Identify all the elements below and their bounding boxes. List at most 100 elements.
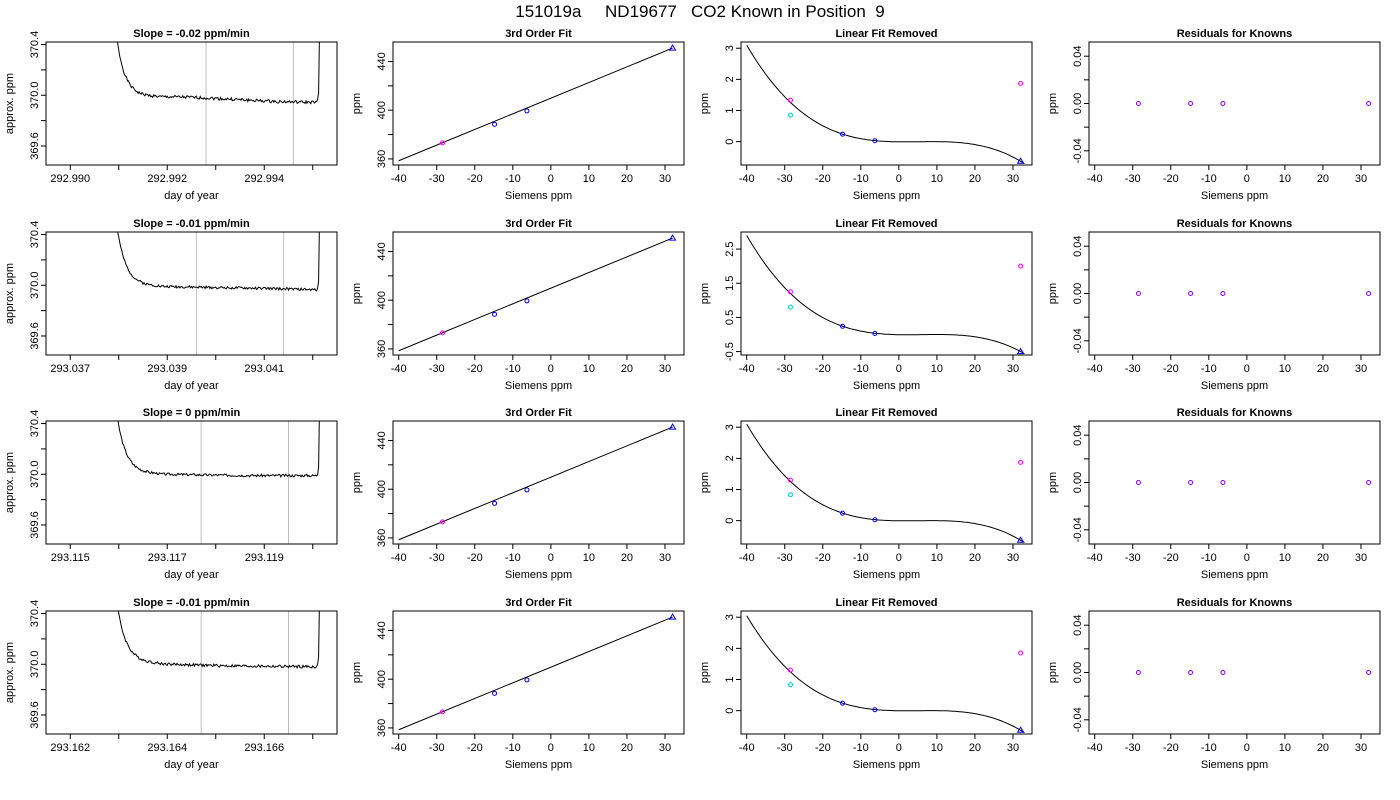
- panel-title: Slope = -0.01 ppm/min: [133, 597, 250, 609]
- data-point: [524, 298, 530, 304]
- y-tick-label: 3: [724, 424, 736, 430]
- data-point: [668, 234, 677, 241]
- fit-curve: [746, 235, 1025, 355]
- x-tick-label: -10: [853, 173, 869, 185]
- data-point: [872, 517, 878, 523]
- y-tick-label: 400: [376, 101, 388, 119]
- x-tick-label: 293.166: [244, 742, 284, 754]
- plot-frame: [1088, 41, 1381, 166]
- x-tick-label: 20: [621, 742, 633, 754]
- x-tick-label: -10: [1201, 363, 1217, 375]
- x-tick-label: -20: [467, 173, 483, 185]
- data-point: [439, 140, 445, 146]
- data-point: [787, 304, 793, 310]
- data-point: [1016, 726, 1025, 733]
- x-tick-label: 292.990: [50, 173, 90, 185]
- panel-title: Residuals for Knowns: [1177, 407, 1293, 419]
- data-point: [524, 108, 530, 114]
- x-tick-label: -40: [739, 173, 755, 185]
- x-axis-label: Siemens ppm: [853, 190, 920, 202]
- data-point: [439, 330, 445, 336]
- x-tick-label: 20: [1317, 552, 1329, 564]
- x-tick-label: 293.164: [147, 742, 187, 754]
- plot-frame: [392, 420, 685, 545]
- data-point: [492, 311, 498, 317]
- x-tick-label: 293.162: [50, 742, 90, 754]
- x-tick-label: 10: [583, 742, 595, 754]
- x-tick-label: -20: [815, 363, 831, 375]
- x-tick-label: -20: [467, 742, 483, 754]
- plot-frame: [45, 610, 338, 735]
- x-axis-label: Siemens ppm: [505, 569, 572, 581]
- y-tick-label: 3: [724, 45, 736, 51]
- x-tick-label: -30: [1125, 173, 1141, 185]
- y-tick-label: 360: [376, 719, 388, 737]
- x-tick-label: -30: [1125, 552, 1141, 564]
- x-tick-label: -20: [815, 552, 831, 564]
- x-axis-label: day of year: [164, 759, 219, 771]
- plot-frame: [740, 41, 1033, 166]
- y-tick-label: 440: [376, 621, 388, 639]
- plot-area: [117, 232, 320, 355]
- x-tick-label: -10: [505, 363, 521, 375]
- x-axis-label: Siemens ppm: [853, 380, 920, 392]
- data-point: [1366, 291, 1372, 296]
- data-point: [787, 682, 793, 688]
- x-tick-label: 20: [621, 363, 633, 375]
- x-tick-label: 20: [621, 552, 633, 564]
- y-tick-label: 0.04: [1072, 235, 1084, 256]
- panel-2-2: Linear Fit Removed -40 -30 -20 -10 0 10 20 30 0 1 2…: [699, 407, 1033, 581]
- panel-1-0: Slope = -0.01 ppm/min 293.037 293.039 293.0…: [4, 218, 338, 392]
- plot-area: [117, 611, 320, 734]
- x-tick-label: -30: [429, 173, 445, 185]
- data-point: [524, 487, 530, 493]
- y-tick-label: 0.04: [1072, 424, 1084, 445]
- x-tick-label: 10: [1279, 173, 1291, 185]
- panel-0-3: Residuals for Knowns -40 -30 -20 -10 0 10 20 30 -…: [1047, 28, 1381, 202]
- x-tick-label: 0: [896, 173, 902, 185]
- data-point: [492, 121, 498, 127]
- panel-title: Residuals for Knowns: [1177, 218, 1293, 230]
- x-tick-label: -20: [467, 363, 483, 375]
- x-tick-label: 0: [548, 363, 554, 375]
- data-trace: [117, 421, 320, 478]
- plot-frame: [1088, 420, 1381, 545]
- y-tick-label: 369.6: [29, 701, 41, 729]
- x-tick-label: 0: [1244, 742, 1250, 754]
- y-tick-label: 440: [376, 242, 388, 260]
- y-tick-label: 370.4: [29, 600, 41, 628]
- data-point: [1366, 670, 1372, 675]
- x-tick-label: 10: [1279, 552, 1291, 564]
- data-point: [1188, 670, 1194, 675]
- panel-title: Linear Fit Removed: [835, 218, 937, 230]
- y-tick-label: 0.5: [724, 310, 736, 325]
- x-tick-label: -40: [739, 742, 755, 754]
- x-tick-label: 292.992: [147, 173, 187, 185]
- plot-frame: [45, 41, 338, 166]
- panel-1-2: Linear Fit Removed -40 -30 -20 -10 0 10 20 30 -0.…: [699, 218, 1033, 392]
- x-tick-label: -40: [1087, 173, 1103, 185]
- plot-frame: [1088, 610, 1381, 735]
- y-axis-label: ppm: [351, 283, 363, 304]
- x-tick-label: 10: [583, 552, 595, 564]
- data-trace: [117, 611, 320, 670]
- x-tick-label: 30: [659, 742, 671, 754]
- x-tick-label: 293.117: [148, 552, 187, 564]
- x-tick-label: 30: [659, 173, 671, 185]
- x-tick-label: 0: [548, 742, 554, 754]
- panel-title: Slope = 0 ppm/min: [143, 407, 241, 419]
- x-axis-label: Siemens ppm: [505, 190, 572, 202]
- plot-area: [1135, 291, 1372, 296]
- x-tick-label: 10: [1279, 742, 1291, 754]
- x-tick-label: -10: [1201, 742, 1217, 754]
- x-tick-label: 0: [896, 552, 902, 564]
- y-tick-label: 1: [724, 486, 736, 492]
- panel-title: Slope = -0.01 ppm/min: [133, 218, 250, 230]
- x-tick-label: 10: [931, 363, 943, 375]
- panel-1-1: 3rd Order Fit -40 -30 -20 -10 0 10 20 30 360 400 44…: [351, 218, 685, 392]
- x-tick-label: 30: [1355, 363, 1367, 375]
- data-point: [1135, 291, 1141, 296]
- x-tick-label: -30: [1125, 363, 1141, 375]
- x-tick-label: -20: [1163, 742, 1179, 754]
- data-point: [668, 613, 677, 620]
